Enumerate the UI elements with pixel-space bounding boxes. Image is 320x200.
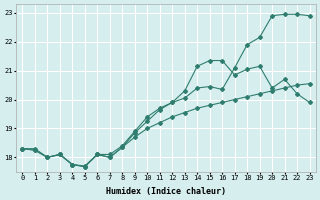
X-axis label: Humidex (Indice chaleur): Humidex (Indice chaleur) — [106, 187, 226, 196]
